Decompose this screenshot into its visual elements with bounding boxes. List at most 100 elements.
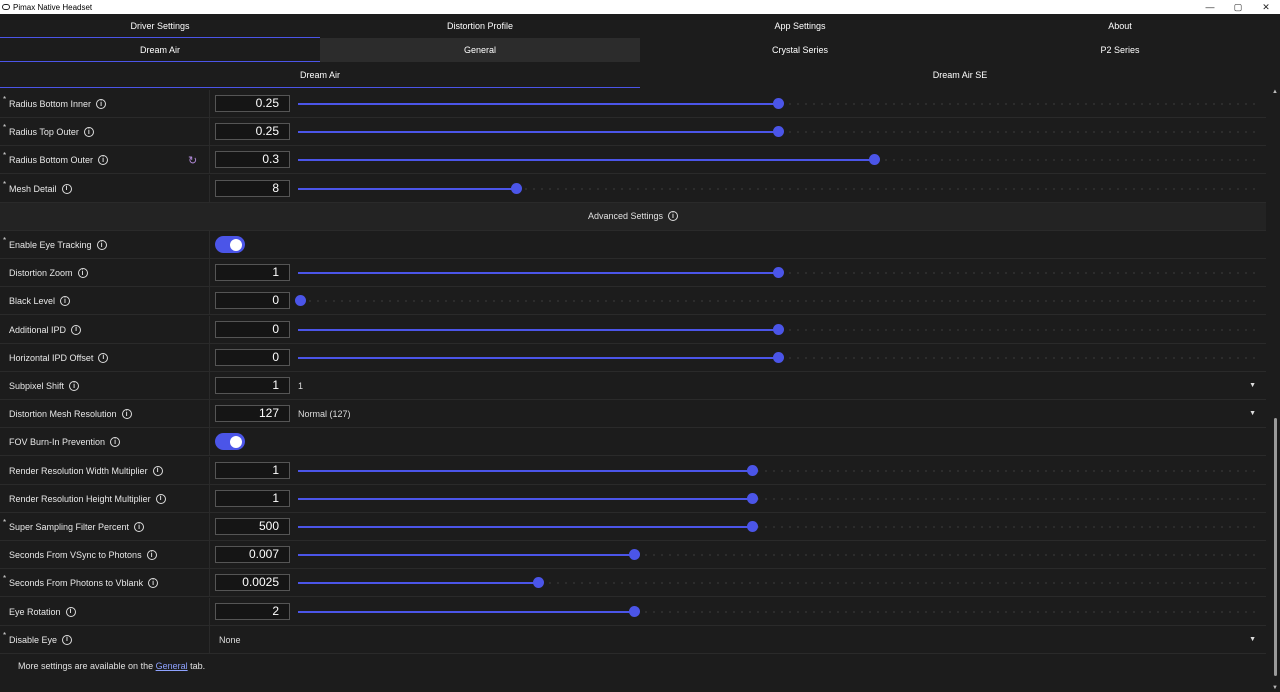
info-icon[interactable]: i bbox=[121, 409, 132, 420]
toggle-switch[interactable] bbox=[215, 433, 245, 451]
slider-knob[interactable] bbox=[629, 605, 640, 617]
value-input[interactable]: 1 bbox=[215, 489, 290, 507]
info-icon[interactable]: i bbox=[77, 268, 88, 279]
value-input[interactable]: 1 bbox=[215, 461, 290, 479]
slider-knob[interactable] bbox=[773, 351, 784, 363]
setting-label-cell: * Seconds From Photons to Vblank i bbox=[0, 569, 210, 598]
slider-knob[interactable] bbox=[773, 267, 784, 279]
slider-track[interactable] bbox=[298, 610, 1258, 613]
slider-knob[interactable] bbox=[533, 577, 544, 589]
tab-driver-settings[interactable]: Driver Settings bbox=[0, 14, 320, 38]
info-icon[interactable]: i bbox=[148, 578, 159, 589]
scroll-down-icon[interactable]: ▼ bbox=[1272, 685, 1278, 691]
info-icon[interactable]: i bbox=[134, 522, 145, 532]
setting-label-cell: Subpixel Shift i bbox=[0, 372, 210, 400]
slider-fill bbox=[298, 356, 778, 359]
minimize-button[interactable]: — bbox=[1205, 2, 1215, 12]
slider-track[interactable] bbox=[298, 497, 1258, 500]
slider-knob[interactable] bbox=[773, 98, 784, 109]
setting-row-radius-bottom-inner: * Radius Bottom Inner i 0.25 bbox=[0, 90, 1266, 118]
info-icon[interactable]: i bbox=[71, 324, 82, 335]
value-input[interactable]: 1 bbox=[215, 377, 290, 394]
settings-list: * Radius Bottom Inner i 0.25 * Radius Top Out… bbox=[0, 90, 1268, 692]
info-icon[interactable]: i bbox=[98, 155, 109, 166]
value-input[interactable]: 0.3 bbox=[215, 151, 290, 169]
dropdown-select[interactable]: Normal (127) ▼ bbox=[298, 400, 1260, 428]
setting-label: Horizontal IPD Offset bbox=[9, 352, 94, 363]
info-icon[interactable]: i bbox=[62, 634, 73, 645]
tab-general[interactable]: General bbox=[320, 38, 640, 62]
value-input[interactable]: 0.25 bbox=[215, 123, 290, 141]
value-input[interactable]: 0 bbox=[215, 348, 290, 366]
setting-label: Black Level bbox=[9, 296, 56, 307]
tab-variant-dream-air-se[interactable]: Dream Air SE bbox=[932, 70, 988, 80]
info-icon[interactable]: i bbox=[96, 99, 107, 109]
tab-app-settings[interactable]: App Settings bbox=[774, 21, 826, 31]
slider-track[interactable] bbox=[298, 526, 1258, 528]
modified-marker: * bbox=[3, 236, 7, 245]
value-input[interactable]: 0 bbox=[215, 320, 290, 338]
value-input[interactable]: 0 bbox=[215, 292, 290, 310]
slider-track[interactable] bbox=[298, 582, 1258, 585]
info-icon[interactable]: i bbox=[60, 296, 71, 307]
value-input[interactable]: 1 bbox=[215, 264, 290, 282]
toggle-switch[interactable] bbox=[215, 236, 245, 253]
info-icon[interactable]: i bbox=[61, 183, 72, 194]
footnote-text: More settings are available on the bbox=[18, 661, 156, 671]
scroll-up-icon[interactable]: ▲ bbox=[1272, 89, 1278, 95]
tab-variant-dream-air[interactable]: Dream Air bbox=[0, 62, 640, 88]
tab-p2-series[interactable]: P2 Series bbox=[1100, 45, 1140, 55]
value-input[interactable]: 0.25 bbox=[215, 95, 290, 112]
setting-label-cell: Distortion Zoom i bbox=[0, 259, 210, 288]
info-icon[interactable]: i bbox=[96, 240, 107, 250]
slider-knob[interactable] bbox=[869, 154, 880, 166]
reset-icon[interactable]: ↻ bbox=[188, 155, 198, 168]
modified-marker: * bbox=[3, 518, 7, 527]
info-icon[interactable]: i bbox=[146, 550, 157, 561]
setting-label: Radius Bottom Inner bbox=[9, 99, 92, 109]
info-icon[interactable]: i bbox=[98, 352, 109, 363]
slider-fill bbox=[298, 103, 778, 105]
info-icon[interactable]: i bbox=[65, 606, 76, 617]
value-input[interactable]: 500 bbox=[215, 518, 290, 535]
tab-dream-air[interactable]: Dream Air bbox=[0, 38, 320, 62]
slider-track[interactable] bbox=[298, 300, 1258, 303]
general-tab-link[interactable]: General bbox=[155, 661, 188, 671]
info-icon[interactable]: i bbox=[110, 437, 121, 448]
value-input[interactable]: 8 bbox=[215, 179, 290, 197]
setting-label-cell: Black Level i bbox=[0, 287, 210, 316]
close-button[interactable]: ✕ bbox=[1262, 1, 1270, 12]
slider-knob[interactable] bbox=[510, 182, 522, 194]
tab-crystal-series[interactable]: Crystal Series bbox=[771, 45, 828, 55]
slider-track[interactable] bbox=[298, 469, 1258, 472]
setting-row-seconds-from-vsync-to-photons: Seconds From VSync to Photons i 0.007 bbox=[0, 541, 1266, 570]
slider-fill bbox=[298, 582, 538, 585]
tab-about[interactable]: About bbox=[1108, 21, 1132, 31]
tab-distortion-profile[interactable]: Distortion Profile bbox=[446, 21, 514, 31]
slider-track[interactable] bbox=[298, 554, 1258, 557]
slider-knob[interactable] bbox=[747, 464, 759, 476]
value-input[interactable]: 127 bbox=[215, 405, 290, 423]
slider-knob[interactable] bbox=[747, 521, 759, 532]
info-icon[interactable]: i bbox=[668, 211, 679, 222]
scrollbar[interactable]: ▲ ▼ bbox=[1270, 88, 1280, 692]
maximize-button[interactable]: ▢ bbox=[1233, 1, 1243, 12]
slider-fill bbox=[298, 554, 634, 557]
value-input[interactable]: 2 bbox=[215, 602, 290, 620]
info-icon[interactable]: i bbox=[152, 465, 163, 476]
scroll-thumb[interactable] bbox=[1274, 418, 1277, 676]
slider-knob[interactable] bbox=[295, 295, 306, 307]
dropdown-select[interactable]: 1 ▼ bbox=[298, 372, 1260, 400]
slider-knob[interactable] bbox=[629, 549, 640, 561]
info-icon[interactable]: i bbox=[83, 127, 94, 138]
slider-knob[interactable] bbox=[773, 126, 784, 138]
section-header: Advanced Settings i bbox=[0, 202, 1266, 231]
slider-track[interactable] bbox=[298, 187, 1258, 190]
slider-knob[interactable] bbox=[747, 492, 759, 504]
slider-knob[interactable] bbox=[773, 323, 784, 335]
dropdown-select[interactable]: None ▼ bbox=[219, 626, 1260, 654]
info-icon[interactable]: i bbox=[155, 493, 166, 504]
value-input[interactable]: 0.0025 bbox=[215, 574, 290, 592]
info-icon[interactable]: i bbox=[69, 381, 80, 391]
value-input[interactable]: 0.007 bbox=[215, 546, 290, 564]
